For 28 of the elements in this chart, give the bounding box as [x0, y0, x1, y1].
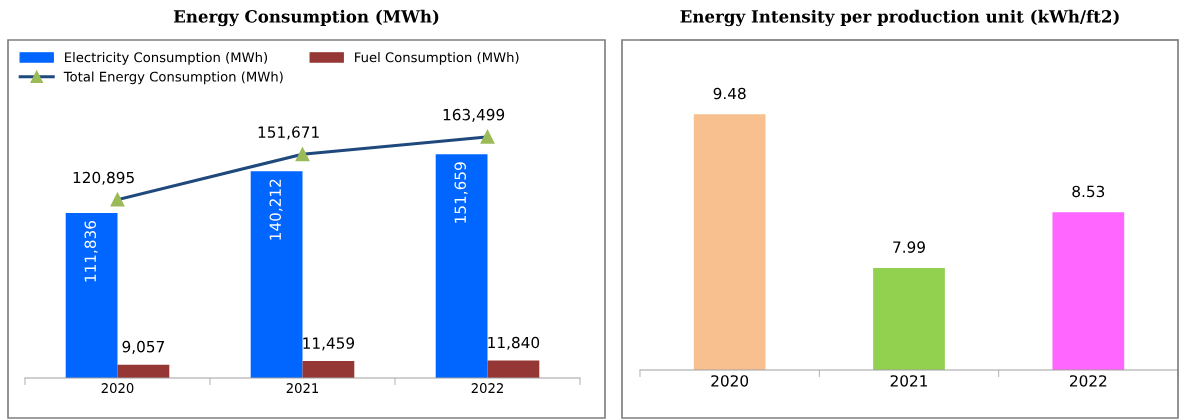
x-tick-label: 2022 — [471, 383, 503, 394]
x-tick-label: 2020 — [101, 383, 134, 394]
data-label: 151,671 — [258, 126, 319, 140]
bar — [65, 213, 118, 378]
chart-title: Energy Consumption (MWh) — [173, 9, 439, 27]
bar — [302, 361, 355, 378]
bar — [250, 171, 303, 378]
data-label: 8.53 — [1072, 185, 1105, 198]
data-label: 163,499 — [443, 108, 505, 122]
legend-label: Total Energy Consumption (MWh) — [63, 71, 283, 85]
data-label: 9.48 — [713, 87, 746, 100]
x-tick-label: 2020 — [711, 375, 749, 387]
bar — [487, 360, 540, 378]
data-label: 11,459 — [303, 337, 355, 351]
legend-label: Fuel Consumption (MWh) — [355, 52, 519, 65]
data-label: 151,659 — [454, 162, 468, 223]
data-label: 9,057 — [122, 340, 164, 354]
data-label: 111,836 — [84, 220, 98, 282]
data-label: 140,212 — [269, 179, 283, 240]
data-label: 7.99 — [893, 241, 925, 253]
chart-title: Energy Intensity per production unit (kWh/ft2) — [680, 9, 1119, 27]
x-tick-label: 2022 — [1070, 375, 1107, 387]
bar — [435, 154, 488, 378]
legend-label: Electricity Consumption (MWh) — [65, 52, 268, 65]
data-label: 11,840 — [488, 336, 540, 350]
x-tick-label: 2021 — [890, 375, 928, 387]
x-tick-label: 2021 — [286, 383, 319, 394]
data-label: 120,895 — [73, 171, 134, 185]
